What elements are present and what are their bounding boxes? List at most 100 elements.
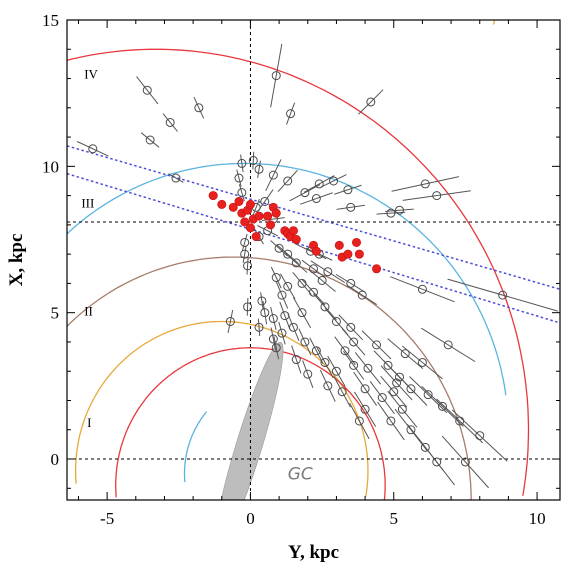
error-bar: [361, 330, 392, 360]
error-bar: [316, 346, 334, 379]
open-marker: [291, 258, 301, 268]
plot-frame: [66, 19, 561, 501]
open-point: [354, 391, 377, 427]
open-marker: [320, 357, 330, 367]
error-bar: [335, 273, 366, 293]
open-marker: [331, 316, 341, 326]
filled-marker: [217, 199, 227, 209]
error-bar: [380, 375, 408, 408]
open-marker: [291, 355, 301, 365]
error-bar: [193, 96, 205, 119]
error-bar: [289, 184, 321, 202]
filled-marker: [254, 211, 264, 221]
open-point: [385, 205, 414, 215]
open-marker: [437, 401, 447, 411]
open-marker: [349, 337, 359, 347]
open-point: [237, 184, 247, 202]
error-bar: [302, 360, 314, 388]
error-bar: [270, 327, 277, 351]
error-bar: [257, 225, 279, 237]
error-bar: [242, 245, 247, 263]
open-marker: [194, 103, 204, 113]
error-bar: [265, 159, 282, 192]
open-point: [376, 208, 406, 218]
open-marker: [394, 205, 404, 215]
open-point: [254, 318, 264, 337]
y-tick-label: 0: [51, 450, 60, 469]
open-point: [277, 169, 298, 193]
open-point: [136, 76, 159, 105]
filled-marker: [228, 202, 238, 212]
error-bar: [270, 240, 288, 257]
open-marker: [366, 97, 376, 107]
open-marker: [277, 290, 287, 300]
arm-label: III: [81, 195, 94, 210]
open-marker: [311, 346, 321, 356]
error-bar: [338, 314, 364, 341]
open-point: [303, 175, 335, 193]
open-marker: [260, 308, 270, 318]
open-point: [291, 345, 302, 374]
error-bar: [354, 352, 382, 385]
filled-marker: [334, 240, 344, 250]
red-arc: [115, 347, 386, 500]
open-point: [240, 233, 250, 252]
open-point: [268, 307, 278, 331]
band-line-2: [67, 172, 560, 324]
error-bar: [252, 198, 260, 216]
open-point: [409, 376, 448, 414]
error-bar: [260, 292, 264, 310]
open-point: [193, 96, 205, 119]
open-marker: [372, 340, 382, 350]
error-bar: [313, 293, 337, 321]
open-marker: [349, 360, 359, 370]
open-point: [240, 245, 250, 263]
error-bar: [278, 321, 286, 345]
error-bar: [401, 345, 443, 380]
filled-marker: [372, 264, 382, 274]
error-bar: [275, 281, 289, 309]
error-bar: [292, 271, 312, 295]
open-marker: [300, 188, 310, 198]
open-point: [401, 345, 443, 380]
open-point: [354, 352, 382, 385]
open-marker: [271, 343, 281, 353]
error-bar: [334, 184, 362, 195]
open-marker: [268, 334, 278, 344]
open-point: [237, 154, 247, 173]
error-bar: [334, 336, 356, 366]
error-bar: [319, 369, 336, 402]
error-bar: [140, 132, 160, 148]
open-marker: [142, 85, 152, 95]
open-point: [447, 278, 558, 312]
open-point: [248, 151, 258, 170]
open-marker: [260, 196, 270, 206]
x-tick-label: 10: [529, 509, 546, 528]
open-point: [421, 327, 476, 363]
open-point: [270, 240, 288, 257]
open-marker: [397, 404, 407, 414]
open-point: [319, 369, 336, 402]
open-marker: [417, 284, 427, 294]
open-point: [341, 328, 366, 356]
open-point: [380, 375, 408, 408]
open-marker: [320, 302, 330, 312]
error-bar: [354, 391, 377, 427]
open-marker: [271, 273, 281, 283]
error-bar: [402, 190, 471, 201]
open-marker: [354, 416, 364, 426]
open-marker: [254, 164, 264, 174]
open-marker: [283, 176, 293, 186]
error-bar: [421, 385, 464, 427]
galactic-center-ellipse: [214, 341, 284, 500]
open-point: [377, 401, 405, 441]
open-point: [277, 321, 287, 345]
error-bar: [270, 266, 282, 289]
open-marker: [386, 416, 396, 426]
open-marker: [234, 173, 244, 183]
error-bar: [270, 43, 283, 108]
open-marker: [268, 314, 278, 324]
open-point: [225, 309, 235, 334]
filled-marker: [343, 249, 353, 259]
